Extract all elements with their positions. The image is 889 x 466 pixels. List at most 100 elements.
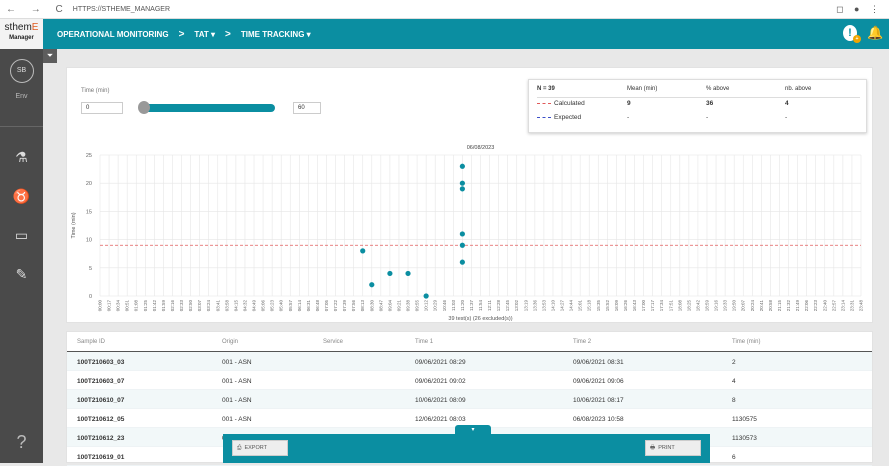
x-tick-label: 13:36 [532, 300, 537, 312]
x-tick-label: 09:38 [406, 300, 411, 312]
column-header[interactable]: Time 2 [573, 339, 592, 345]
award-icon[interactable]: ♉ [12, 188, 31, 204]
x-tick-label: 22:23 [813, 300, 818, 312]
x-tick-label: 01:08 [134, 300, 139, 312]
x-tick-label: 03:24 [206, 300, 211, 312]
data-point [405, 270, 411, 277]
bell-icon[interactable]: 🔔 [867, 25, 884, 40]
y-tick-label: 20 [86, 181, 92, 187]
monitor-icon[interactable]: ▭ [14, 227, 29, 243]
x-tick-label: 21:15 [777, 300, 782, 312]
x-tick-label: 13:53 [541, 300, 546, 312]
x-tick-label: 07:22 [333, 300, 338, 312]
x-tick-label: 05:40 [279, 300, 284, 312]
data-point [459, 259, 465, 265]
x-tick-label: 04:15 [233, 300, 238, 312]
x-tick-label: 19:50 [732, 300, 737, 312]
x-tick-label: 14:10 [550, 300, 555, 312]
table-cell: 100T210612_05 [77, 416, 125, 423]
env-label[interactable]: Env [15, 93, 28, 100]
table-cell: 10/06/2021 08:09 [415, 397, 466, 404]
x-tick-label: 09:04 [387, 300, 392, 312]
chart-panel: Time (min) 0 60 N = 39 Mean (min) % abov… [66, 67, 873, 323]
browser-menu-icon[interactable]: ◻ ● ⋮ [836, 4, 883, 14]
x-tick-label: 18:42 [695, 300, 700, 312]
column-header[interactable]: Service [323, 339, 344, 345]
x-tick-label: 00:00 [98, 300, 103, 312]
stats-expected-above: - [706, 114, 709, 121]
x-tick-label: 12:11 [487, 300, 492, 311]
time-max-input[interactable]: 60 [293, 102, 321, 114]
table-cell: 2 [732, 359, 736, 366]
collapse-tab[interactable]: ▾ [455, 425, 491, 435]
x-tick-label: 06:31 [306, 300, 311, 312]
time-min-input[interactable]: 0 [81, 102, 123, 114]
logo-sub: Manager [9, 35, 34, 41]
x-tick-label: 18:08 [677, 300, 682, 312]
x-tick-label: 21:32 [786, 300, 791, 312]
x-tick-label: 14:27 [560, 300, 565, 312]
table-row[interactable]: 100T210603_03 001 - ASN 09/06/2021 08:29 09… [67, 352, 872, 371]
microscope-icon[interactable]: ⚗ [15, 149, 28, 165]
table-row[interactable]: 100T210603_07 001 - ASN 09/06/2021 09:02 09… [67, 371, 872, 390]
y-tick-label: 10 [86, 238, 92, 244]
table-cell: 1130575 [732, 416, 757, 423]
tools-icon[interactable]: ✎ [15, 266, 28, 282]
table-cell: 1130573 [732, 435, 757, 442]
table-cell: 100T210603_03 [77, 359, 125, 366]
address-bar[interactable]: HTTPS://STHEME_MANAGER [72, 5, 171, 13]
x-tick-label: 03:41 [215, 300, 220, 312]
x-tick-label: 13:19 [523, 300, 528, 312]
x-tick-label: 11:03 [451, 300, 456, 311]
sidebar-divider [0, 126, 43, 127]
x-tick-label: 08:30 [369, 300, 374, 312]
x-tick-label: 02:33 [179, 300, 184, 312]
avatar[interactable]: SB [9, 59, 34, 83]
x-tick-label: 19:16 [714, 300, 719, 312]
x-tick-label: 22:40 [822, 300, 827, 312]
table-cell: 001 - ASN [222, 416, 252, 423]
y-axis-label: Time (min) [71, 212, 77, 238]
x-tick-label: 14:44 [569, 300, 574, 312]
time-range-slider[interactable] [141, 104, 275, 112]
data-point [423, 293, 429, 299]
export-button[interactable]: ⎙ EXPORT [232, 440, 288, 456]
print-button[interactable]: 🖶 PRINT [645, 440, 701, 456]
x-tick-label: 09:21 [396, 300, 401, 312]
x-tick-label: 23:14 [840, 300, 845, 312]
breadcrumb-time-tracking[interactable]: TIME TRACKING ▾ [240, 29, 311, 39]
browser-nav-buttons[interactable]: ← → C [6, 3, 69, 15]
column-header[interactable]: Time (min) [732, 339, 761, 345]
x-tick-label: 19:33 [723, 300, 728, 312]
app-logo[interactable]: sthemE Manager [0, 19, 43, 49]
x-tick-label: 16:43 [632, 300, 637, 312]
x-tick-label: 12:45 [505, 300, 510, 312]
table-cell: 100T210610_07 [77, 397, 125, 404]
stats-box: N = 39 Mean (min) % above nb. above Calc… [528, 79, 867, 133]
alert-icon[interactable]: ! + [843, 25, 861, 43]
data-point [369, 282, 375, 288]
y-tick-label: 15 [86, 209, 92, 215]
table-cell: 100T210619_01 [77, 454, 125, 461]
help-icon[interactable]: ? [16, 432, 27, 452]
x-tick-label: 01:25 [143, 300, 148, 312]
logo-text: sthem [4, 22, 32, 33]
breadcrumb-operational-monitoring[interactable]: OPERATIONAL MONITORING [57, 29, 169, 39]
column-header[interactable]: Sample ID [77, 339, 106, 345]
stats-header-above: % above [706, 86, 730, 92]
filter-icon[interactable]: ⏷ [43, 49, 57, 63]
x-tick-label: 04:49 [252, 300, 257, 312]
table-cell: 10/06/2021 08:17 [573, 397, 624, 404]
column-header[interactable]: Origin [222, 339, 239, 345]
chart-title: 06/08/2023 [467, 145, 495, 151]
breadcrumb-tat[interactable]: TAT ▾ [194, 29, 216, 39]
scatter-chart: 0 5 10 15 20 25 00:00 00:17 00:34 00:51 01:08 01:25… [71, 145, 864, 322]
y-tick-label: 25 [86, 153, 92, 159]
slider-handle[interactable] [138, 101, 150, 114]
data-point [360, 248, 366, 254]
breadcrumb: OPERATIONAL MONITORING > TAT ▾ > TIME TR… [57, 29, 321, 40]
table-row[interactable]: 100T210610_07 001 - ASN 10/06/2021 08:09 10… [67, 390, 872, 409]
column-header[interactable]: Time 1 [415, 339, 434, 345]
browser-bar: ← → C HTTPS://STHEME_MANAGER ◻ ● ⋮ [0, 0, 889, 19]
x-tick-label: 05:06 [261, 300, 266, 312]
